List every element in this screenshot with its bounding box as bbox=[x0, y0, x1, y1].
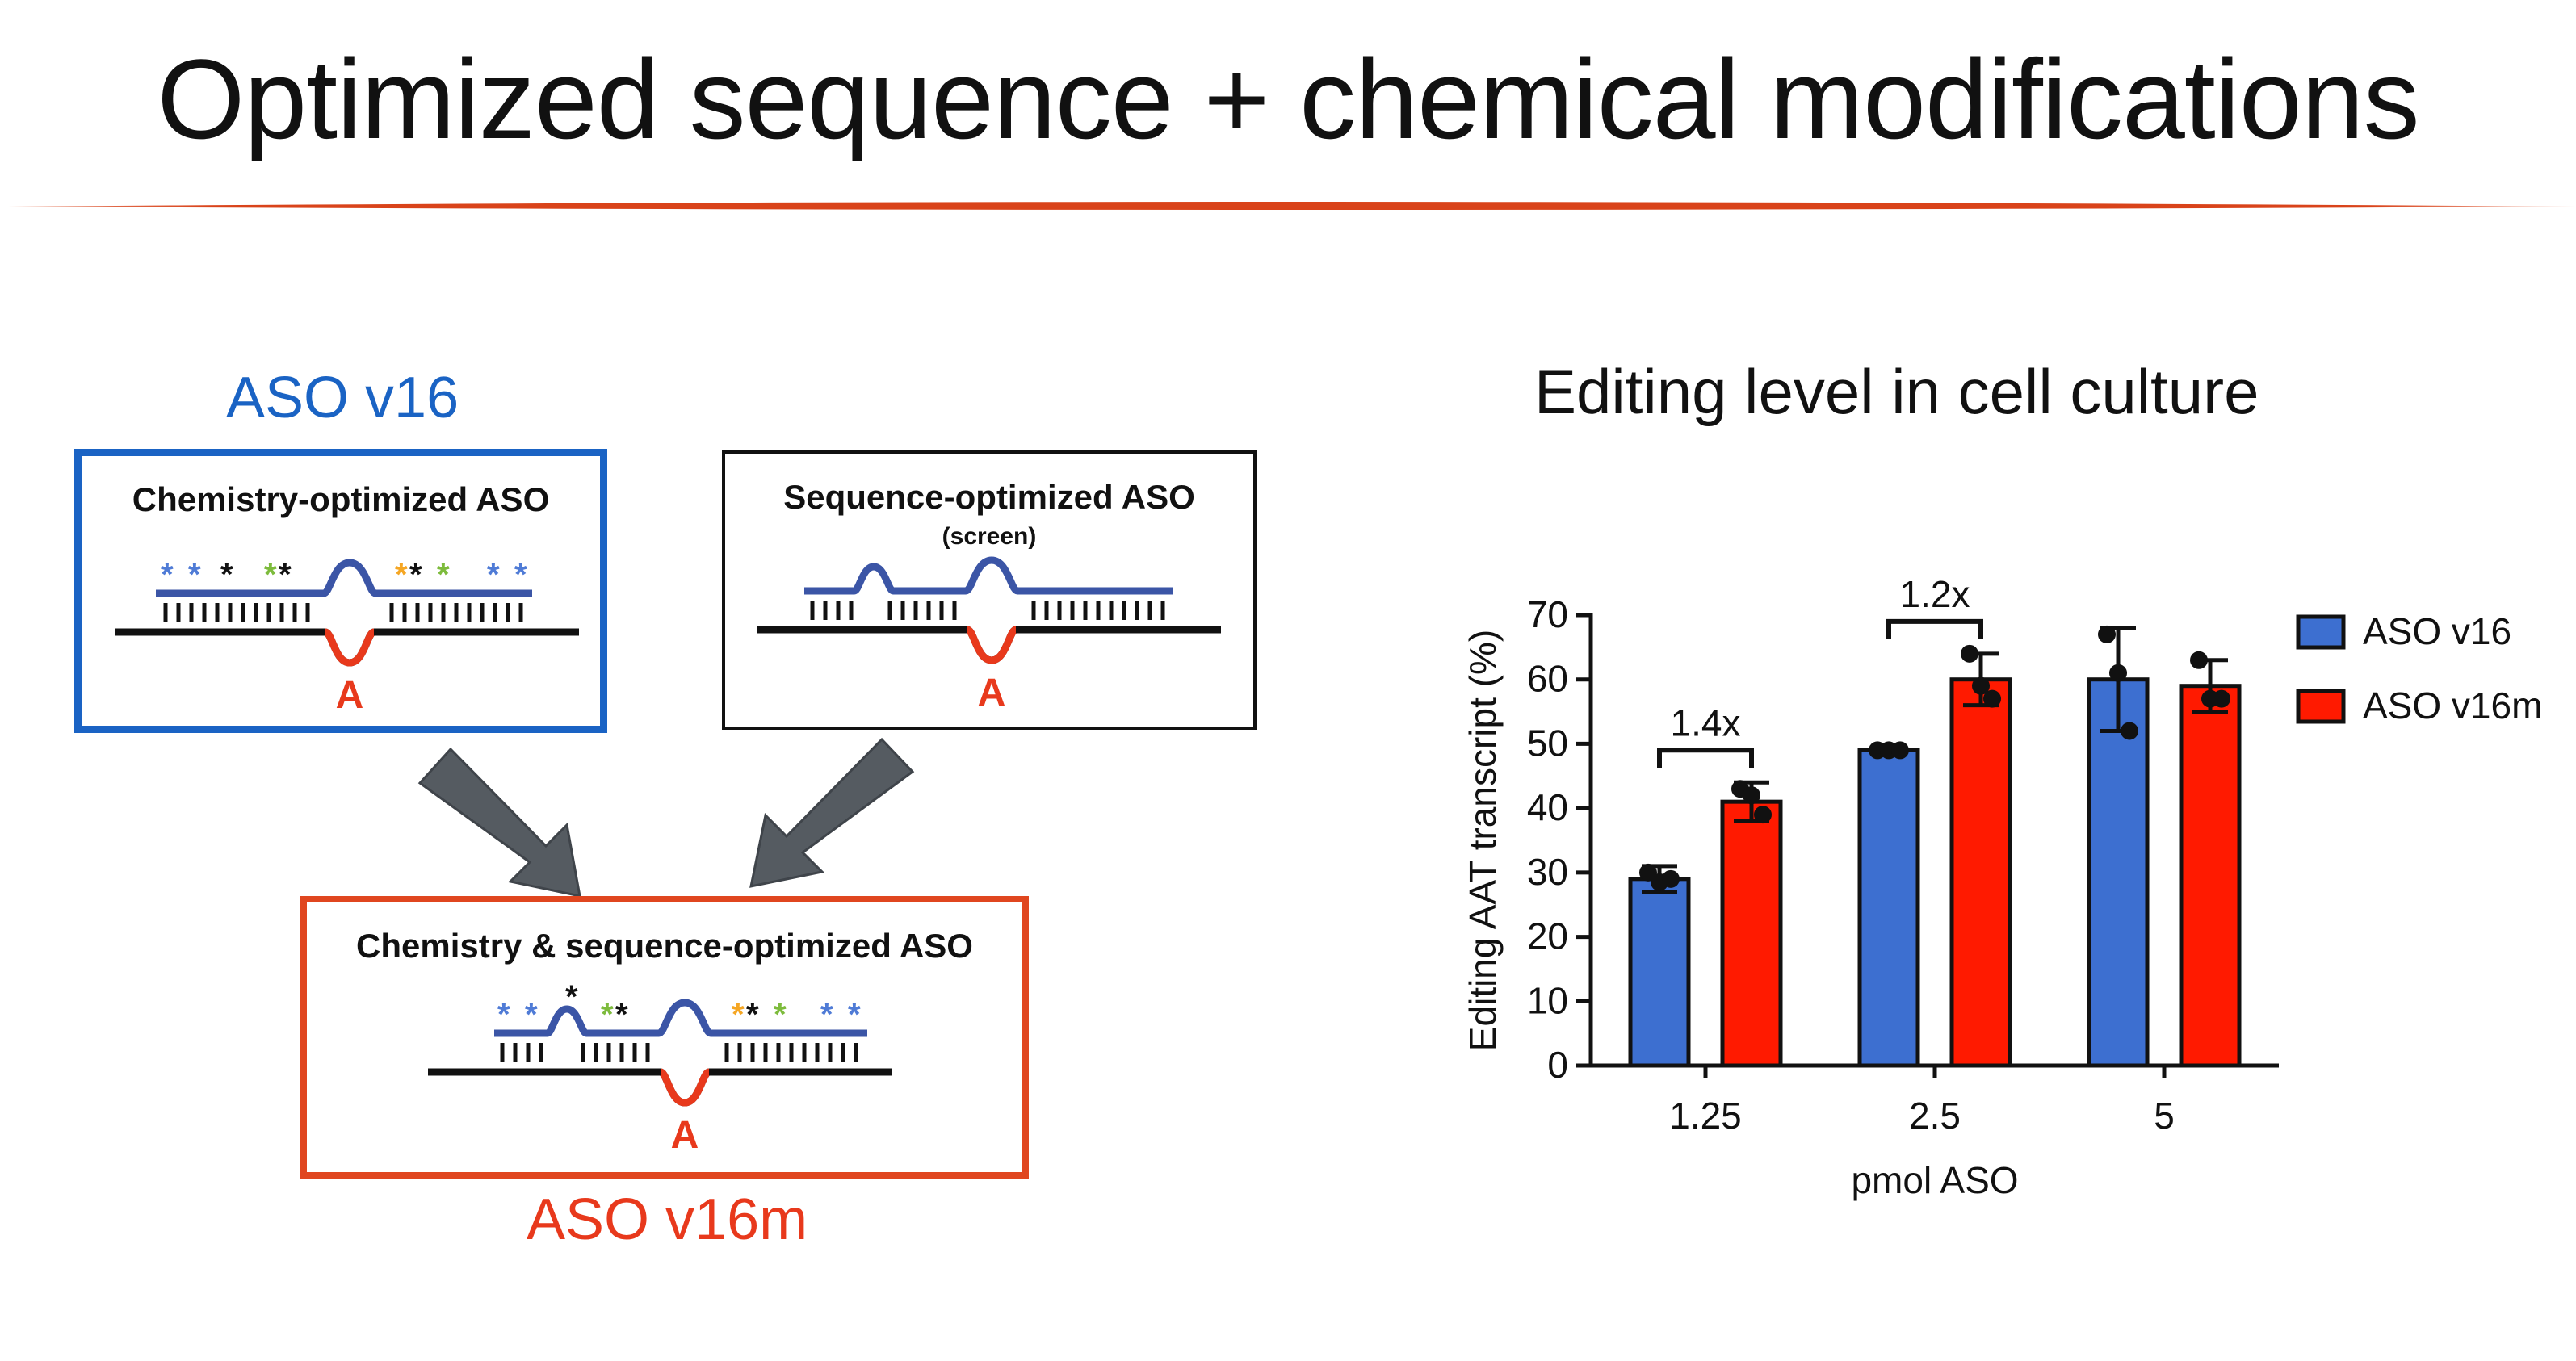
data-point bbox=[2190, 651, 2208, 669]
base-pairs bbox=[810, 601, 1165, 620]
sequence-optimized-box: Sequence-optimized ASO (screen) A bbox=[722, 450, 1257, 730]
target-strand bbox=[757, 626, 1221, 664]
aso-v16m-label: ASO v16m bbox=[527, 1187, 808, 1252]
bar bbox=[2179, 684, 2242, 1068]
legend-swatch bbox=[2296, 614, 2346, 650]
aso-v16-label: ASO v16 bbox=[226, 366, 459, 430]
bar bbox=[2087, 677, 2150, 1068]
edit-loop bbox=[658, 1068, 711, 1107]
y-tick-label: 0 bbox=[1547, 1044, 1568, 1086]
x-tick-label: 5 bbox=[2154, 1095, 2175, 1137]
svg-text:*: * bbox=[395, 557, 408, 593]
data-point bbox=[2121, 722, 2138, 740]
fold-change-bracket bbox=[1886, 618, 1983, 639]
aso-strand bbox=[494, 999, 867, 1037]
modification-marks: * * * * * * * * * * bbox=[161, 557, 527, 593]
data-point bbox=[1983, 689, 2001, 708]
svg-text:*: * bbox=[409, 557, 422, 593]
data-point bbox=[1743, 786, 1760, 805]
svg-text:*: * bbox=[525, 997, 538, 1032]
svg-text:*: * bbox=[497, 997, 510, 1032]
fold-change-bracket bbox=[1657, 748, 1754, 768]
data-point bbox=[1972, 676, 1990, 695]
svg-text:*: * bbox=[487, 557, 500, 593]
arrow-right bbox=[749, 737, 915, 888]
data-point bbox=[1891, 741, 1909, 760]
y-tick-label: 50 bbox=[1527, 722, 1568, 764]
legend-swatch bbox=[2296, 689, 2346, 724]
sequence-box-title: Sequence-optimized ASO bbox=[783, 478, 1195, 516]
svg-text:*: * bbox=[746, 997, 759, 1032]
svg-text:*: * bbox=[188, 557, 201, 593]
fold-change-label: 1.2x bbox=[1900, 573, 1970, 615]
chemistry-aso-schematic: * * * * * * * * * * A bbox=[115, 557, 579, 717]
svg-text:*: * bbox=[161, 557, 174, 593]
svg-text:*: * bbox=[615, 997, 628, 1032]
legend-label: ASO v16m bbox=[2363, 685, 2542, 727]
svg-text:*: * bbox=[514, 557, 527, 593]
aso-strand bbox=[804, 556, 1173, 595]
svg-text:*: * bbox=[220, 557, 233, 593]
bar bbox=[1857, 748, 1920, 1068]
bar bbox=[1720, 799, 1783, 1068]
arrow-left bbox=[417, 747, 581, 898]
sequence-aso-schematic: A bbox=[757, 556, 1221, 714]
y-tick-label: 70 bbox=[1527, 593, 1568, 635]
sequence-box-subtitle: (screen) bbox=[942, 523, 1037, 550]
target-strand bbox=[115, 628, 579, 667]
legend-label: ASO v16 bbox=[2363, 610, 2511, 652]
fold-change-label: 1.4x bbox=[1671, 701, 1741, 743]
target-strand bbox=[428, 1068, 892, 1107]
data-point bbox=[1662, 869, 1680, 888]
y-tick-label: 30 bbox=[1527, 851, 1568, 893]
merge-arrows bbox=[417, 737, 915, 898]
x-tick-label: 2.5 bbox=[1909, 1095, 1961, 1137]
svg-text:*: * bbox=[820, 997, 833, 1032]
chemistry-optimized-box: Chemistry-optimized ASO * * * * * * * * … bbox=[74, 449, 607, 733]
x-axis-label: pmol ASO bbox=[1851, 1159, 2018, 1201]
chemistry-box-title: Chemistry-optimized ASO bbox=[132, 480, 550, 518]
svg-text:*: * bbox=[437, 557, 450, 593]
edit-site-label: A bbox=[336, 674, 364, 717]
svg-text:*: * bbox=[732, 997, 745, 1032]
svg-text:*: * bbox=[848, 997, 861, 1032]
edit-site-label: A bbox=[978, 672, 1006, 714]
chart-title: Editing level in cell culture bbox=[1534, 356, 2259, 427]
data-point bbox=[2098, 625, 2116, 643]
base-pairs bbox=[500, 1043, 858, 1062]
data-point bbox=[2109, 664, 2127, 682]
title-divider bbox=[8, 202, 2576, 210]
edit-loop bbox=[965, 626, 1018, 664]
data-point bbox=[1961, 644, 1978, 663]
bar bbox=[1628, 877, 1691, 1068]
bar bbox=[1949, 677, 2012, 1068]
svg-text:*: * bbox=[774, 997, 787, 1032]
combined-box-title: Chemistry & sequence-optimized ASO bbox=[356, 927, 973, 965]
y-tick-label: 60 bbox=[1527, 658, 1568, 700]
base-pairs bbox=[163, 603, 523, 622]
slide-title: Optimized sequence + chemical modificati… bbox=[157, 36, 2419, 162]
x-tick-label: 1.25 bbox=[1669, 1095, 1742, 1137]
data-point bbox=[1754, 806, 1772, 824]
y-axis-label: Editing AAT transcript (%) bbox=[1462, 630, 1504, 1051]
edit-loop bbox=[323, 628, 376, 667]
svg-text:*: * bbox=[279, 557, 292, 593]
combined-aso-schematic: * * * * * * * * * * A bbox=[428, 980, 892, 1157]
bar-chart: 0 10 20 30 40 50 60 70 Editing AAT transcript (%… bbox=[1462, 573, 2542, 1201]
data-point bbox=[2213, 689, 2230, 708]
y-tick-label: 10 bbox=[1527, 979, 1568, 1021]
y-tick-label: 40 bbox=[1527, 786, 1568, 828]
svg-text:*: * bbox=[601, 997, 614, 1032]
svg-text:*: * bbox=[264, 557, 277, 593]
combined-optimized-box: Chemistry & sequence-optimized ASO * * *… bbox=[300, 896, 1029, 1179]
y-tick-label: 20 bbox=[1527, 915, 1568, 957]
aso-strand bbox=[156, 559, 532, 597]
edit-site-label: A bbox=[671, 1114, 699, 1157]
